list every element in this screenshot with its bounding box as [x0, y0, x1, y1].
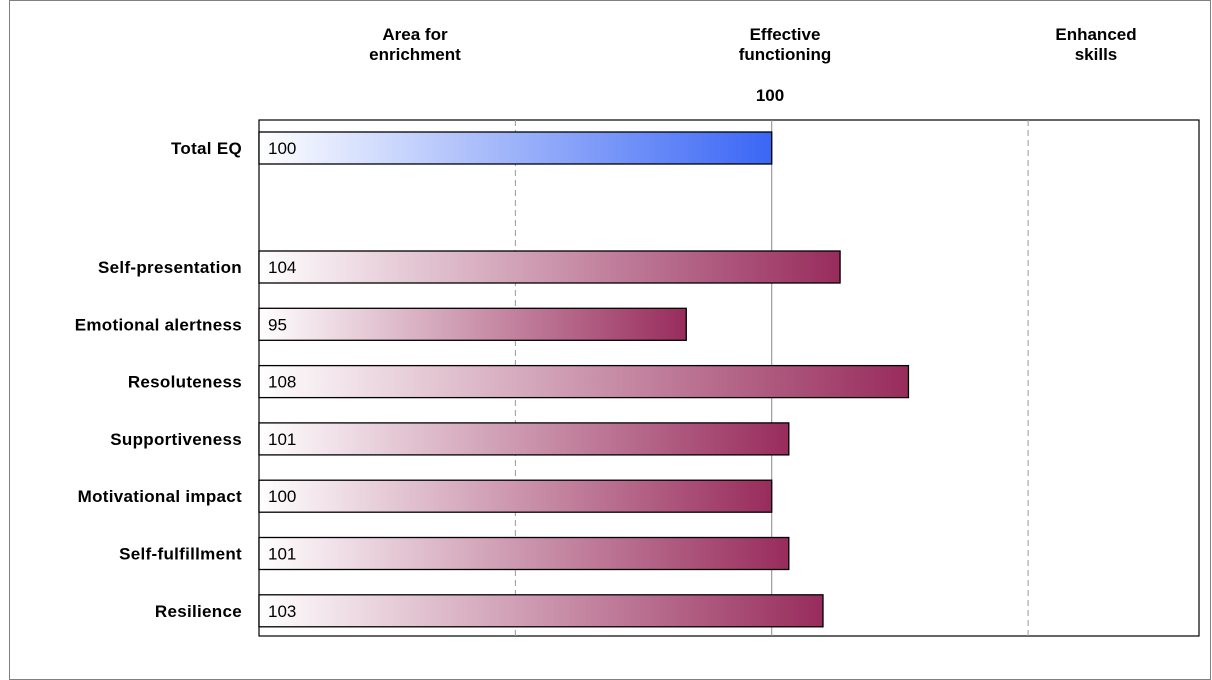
category-label: Resoluteness	[128, 373, 242, 392]
bar-value-label: 103	[268, 602, 296, 621]
category-label: Emotional alertness	[75, 315, 242, 334]
bar-value-label: 108	[268, 373, 296, 392]
category-label: Self-fulfillment	[119, 545, 242, 564]
bar-chart: Total EQ 100 Self-presentation 104 Emotional…	[0, 0, 1212, 659]
category-label: Resilience	[155, 602, 242, 621]
bar	[259, 538, 789, 570]
category-label: Self-presentation	[98, 258, 242, 277]
bar-value-label: 101	[268, 545, 296, 564]
bar-value-label: 95	[268, 315, 287, 334]
bar-value-label: 100	[268, 139, 296, 158]
bar	[259, 423, 789, 455]
category-label: Motivational impact	[78, 487, 242, 506]
bar	[259, 366, 908, 398]
bar	[259, 132, 772, 164]
bar-value-label: 104	[268, 258, 296, 277]
bar	[259, 308, 686, 340]
bar	[259, 480, 772, 512]
bar	[259, 595, 823, 627]
bar-value-label: 101	[268, 430, 296, 449]
category-label: Supportiveness	[110, 430, 242, 449]
category-label: Total EQ	[171, 139, 242, 158]
bar-value-label: 100	[268, 487, 296, 506]
bar	[259, 251, 840, 283]
